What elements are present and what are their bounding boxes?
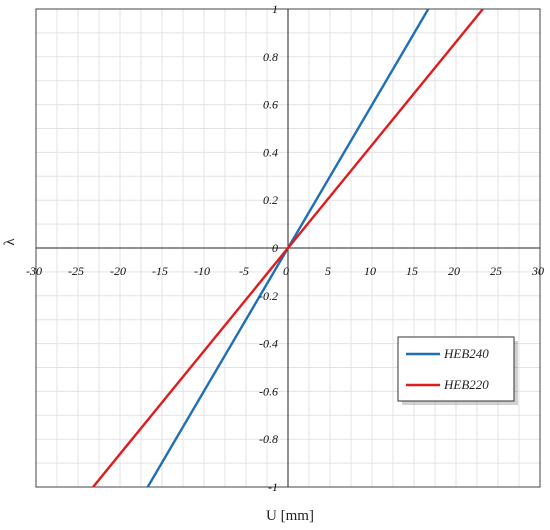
y-tick-labels: 1 0.8 0.6 0.4 0.2 0 -0.2 -0.4 -0.6 -0.8 -1 <box>259 2 278 494</box>
y-tick-label: -1 <box>268 480 278 494</box>
series-line-heb220 <box>92 9 484 487</box>
y-tick-label: 1 <box>272 2 278 16</box>
y-tick-label: 0.2 <box>263 193 278 207</box>
legend: HEB240 HEB220 <box>397 336 518 405</box>
x-tick-label: 5 <box>325 264 331 278</box>
x-tick-label: -25 <box>68 264 84 278</box>
x-axis-title: U [mm] <box>266 508 314 524</box>
y-tick-label: -0.8 <box>259 432 278 446</box>
legend-label-heb240: HEB240 <box>443 346 489 361</box>
x-tick-label: -20 <box>110 264 126 278</box>
y-tick-label: 0.8 <box>263 50 278 64</box>
y-tick-label: 0.4 <box>263 145 278 159</box>
x-tick-label: 0 <box>283 264 289 278</box>
x-tick-label: 15 <box>406 264 418 278</box>
x-tick-label: -5 <box>239 264 249 278</box>
x-tick-label: -30 <box>26 264 42 278</box>
x-tick-label: 20 <box>448 264 460 278</box>
y-tick-label: -0.2 <box>259 289 278 303</box>
legend-box <box>397 336 515 402</box>
x-tick-labels: -30 -25 -20 -15 -10 -5 0 5 10 15 20 25 30 <box>26 264 544 278</box>
x-tick-label: -15 <box>152 264 168 278</box>
y-axis-title: λ <box>2 238 18 246</box>
legend-label-heb220: HEB220 <box>443 377 489 392</box>
x-tick-label: 30 <box>531 264 544 278</box>
x-tick-label: -10 <box>194 264 210 278</box>
y-tick-label: 0 <box>272 241 278 255</box>
y-tick-label: -0.6 <box>259 384 278 398</box>
x-tick-label: 10 <box>364 264 376 278</box>
y-tick-label: 0.6 <box>263 98 278 112</box>
y-tick-label: -0.4 <box>259 337 278 351</box>
series-layer <box>92 9 484 487</box>
x-tick-label: 25 <box>490 264 502 278</box>
